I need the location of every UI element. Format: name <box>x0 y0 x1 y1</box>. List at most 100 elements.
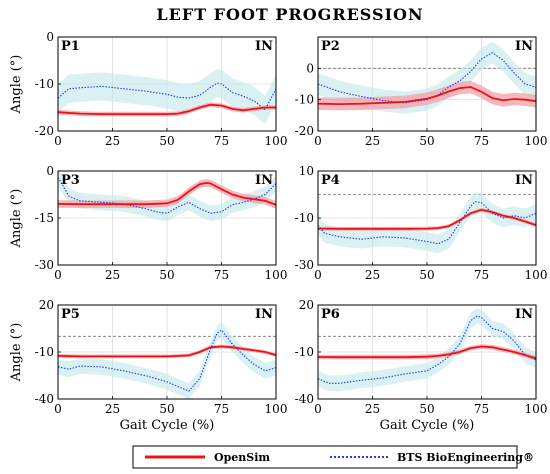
panel-p4: 0 25 50 75 100 -30 -10 10 P4 IN <box>295 164 548 282</box>
y-tick-label: -10 <box>295 211 314 225</box>
y-tick-label: -30 <box>35 258 54 272</box>
y-axis-title: Angle (°) <box>9 55 24 115</box>
y-tick-label: 0 <box>46 30 54 44</box>
direction-label: IN <box>255 39 273 54</box>
x-axis-title: Gait Cycle (%) <box>120 418 215 433</box>
bts-series-line <box>58 177 276 214</box>
y-tick-label: 0 <box>46 164 54 178</box>
x-tick-label: 100 <box>525 402 548 416</box>
x-tick-label: 100 <box>265 268 288 282</box>
x-tick-label: 75 <box>474 268 489 282</box>
x-tick-label: 25 <box>105 134 120 148</box>
opensim-series-line <box>58 345 276 358</box>
x-tick-label: 50 <box>419 402 434 416</box>
y-tick-label: -10 <box>35 77 54 91</box>
bts-sd-band <box>318 41 536 114</box>
panel-p6: 0 25 50 75 100 -40 -10 20 P6 IN Gait Cycle (%) <box>295 298 548 433</box>
plot-area <box>58 69 276 124</box>
x-tick-label: 100 <box>525 134 548 148</box>
x-tick-label: 25 <box>105 268 120 282</box>
y-axis-title: Angle (°) <box>9 323 24 383</box>
panel-label: P3 <box>61 173 80 188</box>
plot-area <box>58 171 276 222</box>
y-tick-label: 0 <box>306 61 314 75</box>
y-tick-label: 20 <box>39 298 54 312</box>
x-tick-label: 25 <box>365 134 380 148</box>
panel-p1: 0 25 50 75 100 -20 -10 0 P1 IN Angle (°) <box>9 30 287 148</box>
direction-label: IN <box>255 173 273 188</box>
x-tick-label: 75 <box>474 402 489 416</box>
x-tick-label: 0 <box>54 268 62 282</box>
y-tick-label: -20 <box>295 124 314 138</box>
bts-sd-band <box>58 171 276 222</box>
opensim-series-line <box>58 103 276 115</box>
direction-label: IN <box>255 307 273 322</box>
bts-sd-band <box>318 308 536 392</box>
x-tick-label: 0 <box>314 268 322 282</box>
direction-label: IN <box>515 39 533 54</box>
y-tick-label: 20 <box>299 298 314 312</box>
opensim-series-line <box>58 181 276 206</box>
panel-p2: 0 25 50 75 100 -20 -10 0 P2 IN <box>295 36 548 148</box>
legend-bts-label: BTS BioEngineering® <box>397 451 534 464</box>
opensim-sd-band <box>58 179 276 209</box>
figure-title: LEFT FOOT PROGRESSION <box>156 5 423 24</box>
x-tick-label: 75 <box>214 402 229 416</box>
plot-area <box>318 308 536 392</box>
x-tick-label: 0 <box>314 402 322 416</box>
plot-area <box>318 41 536 114</box>
y-tick-label: -40 <box>35 392 54 406</box>
y-tick-label: -10 <box>295 93 314 107</box>
opensim-series-line <box>318 86 536 106</box>
x-tick-label: 100 <box>265 402 288 416</box>
opensim-series-line <box>318 208 536 230</box>
x-tick-label: 100 <box>525 268 548 282</box>
panel-label: P2 <box>321 39 340 54</box>
x-tick-label: 75 <box>214 268 229 282</box>
x-tick-label: 100 <box>265 134 288 148</box>
plot-area <box>318 192 536 254</box>
legend: OpenSim BTS BioEngineering® <box>132 445 534 469</box>
y-tick-label: -40 <box>295 392 314 406</box>
bts-series-line <box>318 315 536 384</box>
x-tick-label: 25 <box>105 402 120 416</box>
x-tick-label: 25 <box>365 402 380 416</box>
bts-series-line <box>58 329 276 392</box>
x-tick-label: 75 <box>474 134 489 148</box>
x-tick-label: 25 <box>365 268 380 282</box>
direction-label: IN <box>515 307 533 322</box>
panel-label: P5 <box>61 307 80 322</box>
x-tick-label: 50 <box>159 402 174 416</box>
plot-area <box>58 322 276 399</box>
x-tick-label: 75 <box>214 134 229 148</box>
panel-label: P4 <box>321 173 340 188</box>
y-tick-label: -30 <box>295 258 314 272</box>
x-tick-label: 50 <box>159 268 174 282</box>
y-axis-title: Angle (°) <box>9 189 24 249</box>
y-tick-label: -10 <box>295 345 314 359</box>
direction-label: IN <box>515 173 533 188</box>
x-tick-label: 0 <box>314 134 322 148</box>
x-tick-label: 50 <box>419 268 434 282</box>
opensim-series-line <box>318 345 536 360</box>
panel-label: P6 <box>321 307 340 322</box>
panel-p5: 0 25 50 75 100 -40 -10 20 P5 IN Angle (°) Gait Cycl… <box>9 298 287 433</box>
panel-p3: 0 25 50 75 100 -30 -15 0 P3 IN Angle (°) <box>9 164 287 282</box>
x-tick-label: 50 <box>419 134 434 148</box>
x-tick-label: 50 <box>159 134 174 148</box>
legend-box <box>132 445 518 469</box>
y-tick-label: -20 <box>35 124 54 138</box>
x-tick-label: 0 <box>54 402 62 416</box>
panel-label: P1 <box>61 39 80 54</box>
x-tick-label: 0 <box>54 134 62 148</box>
legend-opensim-label: OpenSim <box>214 451 270 464</box>
opensim-sd-band <box>58 344 276 359</box>
y-tick-label: 10 <box>299 164 314 178</box>
x-axis-title: Gait Cycle (%) <box>380 418 475 433</box>
bts-sd-band <box>58 322 276 399</box>
bts-sd-band <box>58 69 276 124</box>
bts-sd-band <box>318 192 536 254</box>
y-tick-label: -15 <box>35 211 54 225</box>
